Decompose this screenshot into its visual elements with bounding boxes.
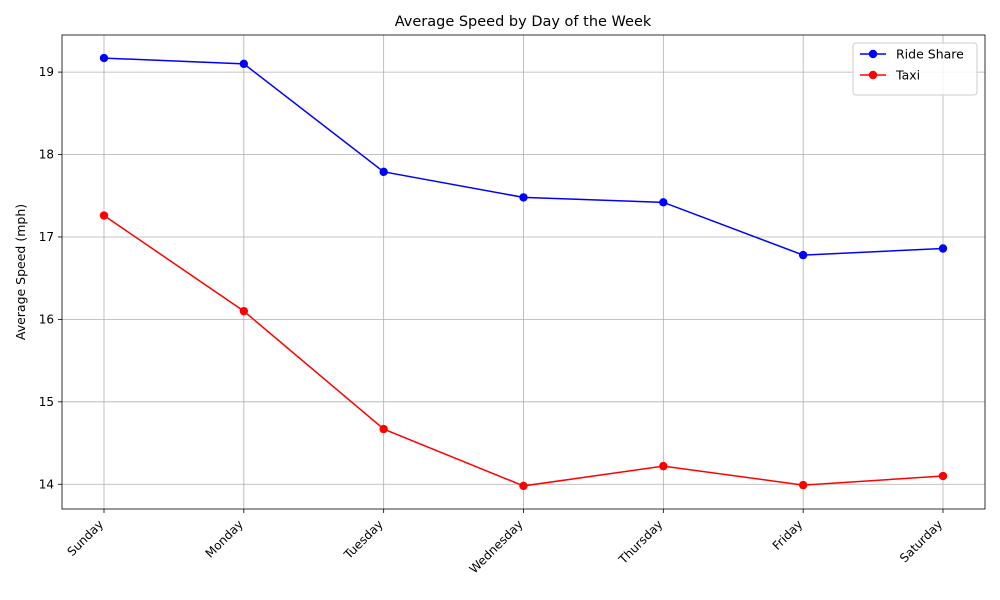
y-tick-label: 17 bbox=[39, 230, 54, 244]
x-axis: Sunday Monday Tuesday Wednesday Thursday Frid… bbox=[64, 509, 945, 576]
y-tick-label: 14 bbox=[39, 477, 54, 491]
y-tick-label: 16 bbox=[39, 312, 54, 326]
legend-marker bbox=[868, 70, 878, 80]
series-ride-share bbox=[99, 53, 948, 260]
y-tick-label: 18 bbox=[39, 148, 54, 162]
legend-item: Taxi bbox=[860, 68, 920, 83]
data-point-taxi bbox=[659, 461, 668, 471]
x-tick-label: Monday bbox=[203, 517, 246, 560]
y-tick-label: 19 bbox=[39, 65, 54, 79]
data-point-ride-share bbox=[379, 167, 388, 177]
data-point-ride-share bbox=[99, 53, 109, 63]
data-point-taxi bbox=[798, 480, 808, 490]
legend-marker bbox=[868, 49, 878, 59]
data-point-taxi bbox=[519, 481, 528, 491]
data-point-taxi bbox=[379, 424, 388, 434]
data-point-ride-share bbox=[798, 250, 808, 260]
x-tick-label: Saturday bbox=[897, 517, 945, 565]
data-point-ride-share bbox=[239, 59, 249, 69]
legend-item: Ride Share bbox=[860, 47, 964, 62]
data-point-taxi bbox=[938, 471, 948, 481]
x-tick-label: Tuesday bbox=[341, 517, 386, 562]
x-tick-label: Sunday bbox=[64, 517, 106, 559]
y-axis-label: Average Speed (mph) bbox=[13, 204, 28, 340]
legend-label: Taxi bbox=[895, 68, 920, 83]
legend-box bbox=[852, 42, 978, 96]
data-point-taxi bbox=[99, 211, 109, 220]
data-point-ride-share bbox=[519, 193, 528, 202]
legend: Ride Share Taxi bbox=[852, 42, 978, 96]
series-taxi bbox=[99, 211, 948, 491]
data-point-taxi bbox=[239, 306, 249, 316]
x-tick-label: Wednesday bbox=[467, 517, 526, 576]
y-tick-label: 15 bbox=[39, 395, 54, 409]
series-layer bbox=[99, 53, 948, 491]
data-point-ride-share bbox=[938, 244, 948, 253]
legend-label: Ride Share bbox=[896, 47, 964, 62]
x-tick-label: Friday bbox=[770, 517, 806, 553]
x-tick-label: Thursday bbox=[615, 517, 665, 567]
grid-lines bbox=[62, 35, 985, 509]
chart-title: Average Speed by Day of the Week bbox=[395, 14, 652, 30]
y-axis: 14 15 16 17 18 19 bbox=[39, 65, 62, 491]
data-point-ride-share bbox=[659, 198, 668, 207]
